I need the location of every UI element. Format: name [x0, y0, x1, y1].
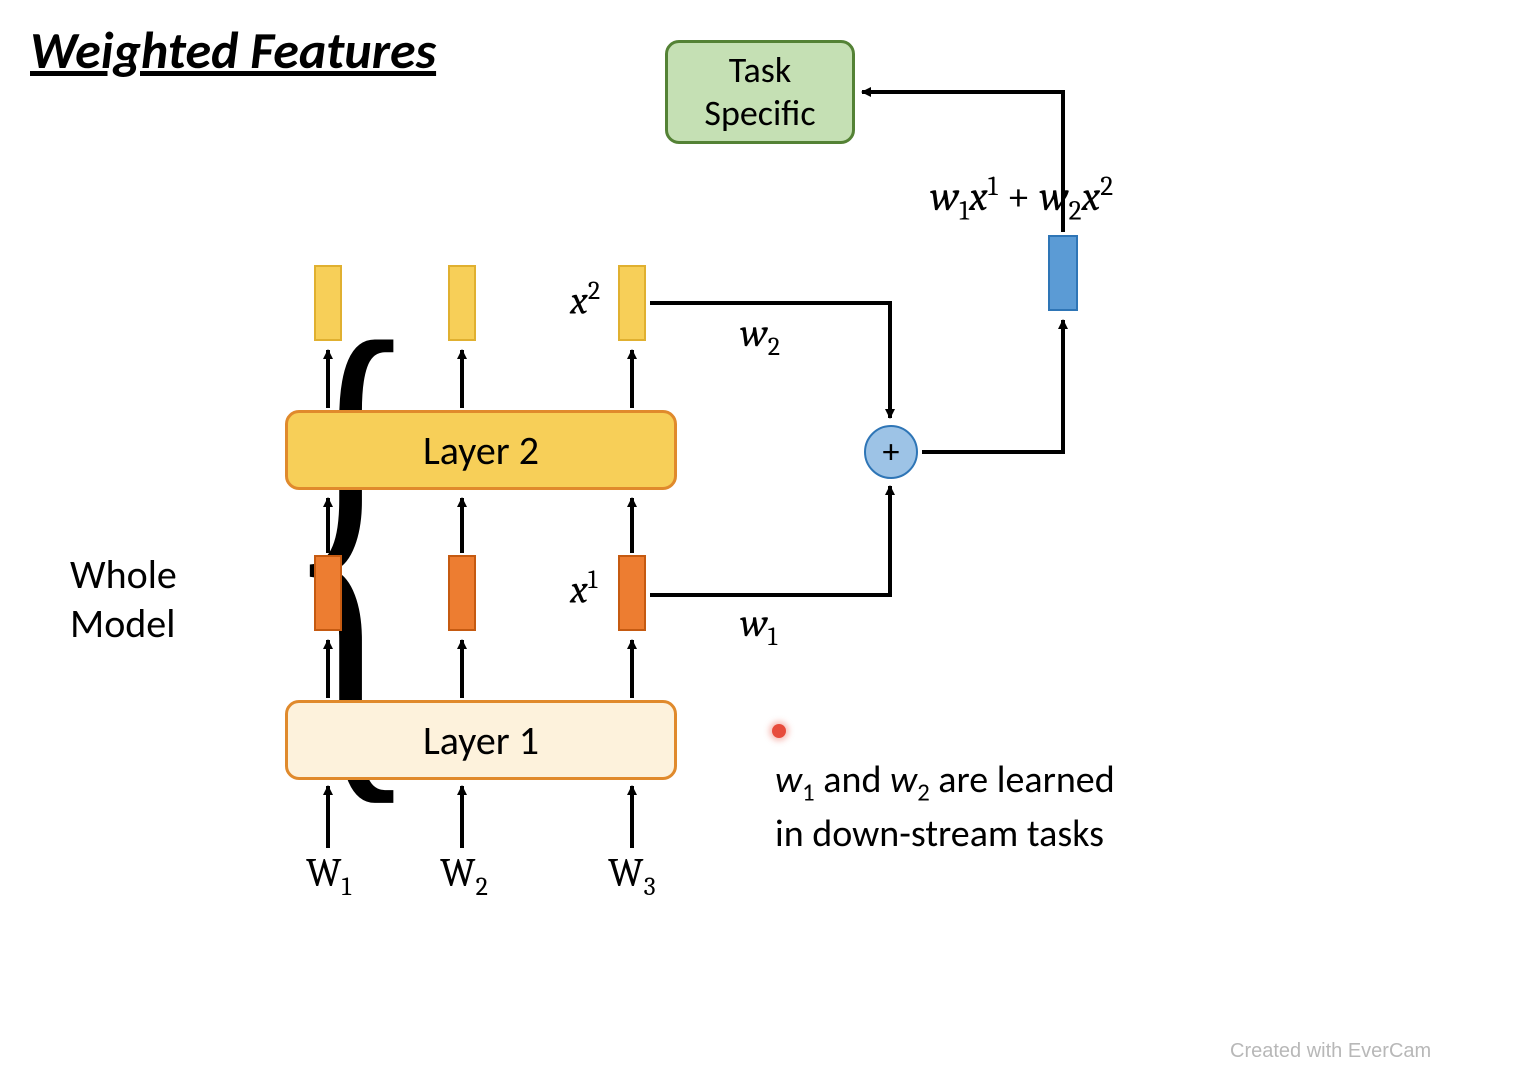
arrows-svg: [0, 0, 1516, 1076]
w2-label: w2: [740, 310, 780, 362]
x1-label: x1: [570, 565, 597, 612]
pointer-dot-icon: [772, 724, 786, 738]
weighted-feature-rect: [1048, 235, 1078, 311]
feature-x2-pos1: [314, 265, 342, 341]
w1-label: w1: [740, 600, 777, 652]
feature-x2-pos2: [448, 265, 476, 341]
whole-model-label: Whole Model: [70, 550, 177, 648]
feature-x1-pos3: [618, 555, 646, 631]
feature-x1-pos1: [314, 555, 342, 631]
feature-x2-pos3: [618, 265, 646, 341]
slide-title: Weighted Features: [30, 18, 436, 82]
W2-input-label: W2: [440, 850, 488, 902]
x2-label: x2: [570, 276, 600, 323]
formula-label: w1x1 + w2x2: [930, 170, 1113, 226]
task-specific-box: TaskSpecific: [665, 40, 855, 144]
feature-x1-pos2: [448, 555, 476, 631]
layer2-box: Layer 2: [285, 410, 677, 490]
W1-input-label: W1: [306, 850, 351, 902]
watermark-text: Created with EverCam: [1230, 1040, 1431, 1063]
layer1-box: Layer 1: [285, 700, 677, 780]
W3-input-label: W3: [608, 850, 656, 902]
plus-node: +: [864, 425, 918, 479]
footnote-text: w1 and w2 are learned in down-stream tas…: [775, 755, 1115, 860]
